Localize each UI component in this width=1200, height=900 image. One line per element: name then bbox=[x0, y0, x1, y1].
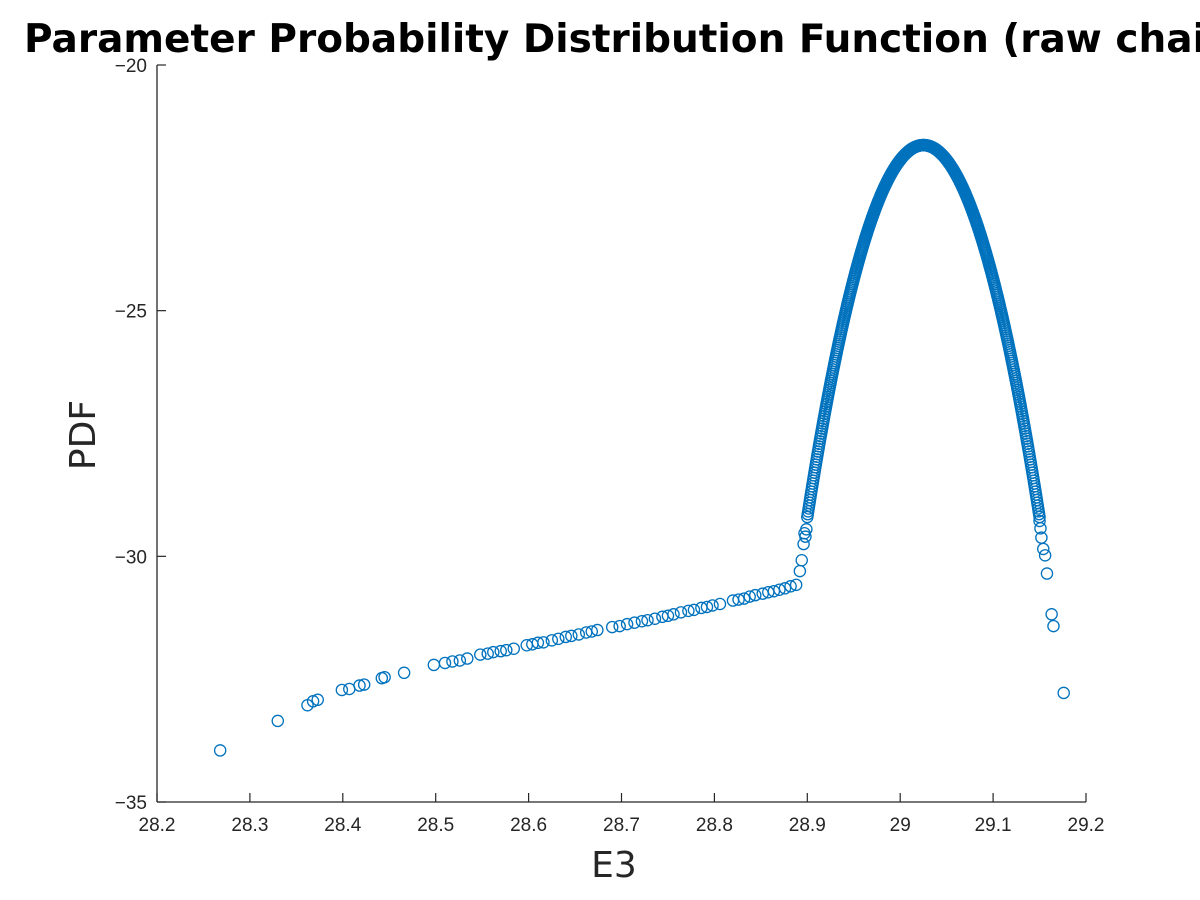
data-point bbox=[343, 682, 356, 696]
data-point bbox=[552, 632, 565, 646]
data-point bbox=[427, 658, 441, 672]
data-point bbox=[732, 593, 745, 606]
data-point bbox=[628, 616, 641, 629]
data-point bbox=[271, 714, 285, 728]
data-point bbox=[795, 554, 808, 567]
y-tick-label: −25 bbox=[115, 302, 147, 323]
y-tick-label: −30 bbox=[115, 547, 147, 568]
data-point bbox=[481, 647, 494, 660]
data-point bbox=[743, 590, 756, 603]
data-point bbox=[474, 648, 487, 661]
data-point bbox=[591, 623, 604, 637]
data-points bbox=[213, 138, 1070, 757]
data-point bbox=[778, 582, 792, 595]
data-point bbox=[565, 629, 578, 643]
data-point bbox=[749, 588, 762, 602]
x-tick-label: 29 bbox=[890, 815, 911, 836]
y-tick-label: −20 bbox=[115, 56, 147, 77]
data-point bbox=[500, 643, 513, 657]
data-point bbox=[674, 606, 688, 619]
x-tick-label: 28.5 bbox=[417, 815, 454, 836]
data-point bbox=[648, 612, 662, 625]
data-point bbox=[1047, 619, 1060, 633]
data-point bbox=[213, 744, 227, 757]
data-point bbox=[667, 608, 680, 621]
data-point bbox=[1057, 686, 1070, 700]
data-point bbox=[605, 620, 619, 634]
data-point bbox=[797, 537, 810, 551]
data-point bbox=[453, 654, 467, 667]
data-point bbox=[545, 634, 559, 647]
data-point bbox=[635, 614, 649, 628]
x-tick-label: 28.2 bbox=[139, 815, 176, 836]
data-point bbox=[1037, 542, 1050, 556]
y-tick-label: −35 bbox=[115, 793, 147, 814]
x-tick-label: 28.6 bbox=[510, 815, 547, 836]
data-point bbox=[311, 693, 324, 707]
x-axis-label: E3 bbox=[591, 845, 637, 886]
x-tick-label: 28.9 bbox=[789, 815, 826, 836]
data-point bbox=[438, 656, 452, 670]
x-tick-label: 28.8 bbox=[696, 815, 733, 836]
data-point bbox=[700, 600, 714, 614]
x-tick-label: 29.2 bbox=[1068, 815, 1105, 836]
data-point bbox=[353, 679, 366, 692]
data-point bbox=[613, 619, 626, 633]
axes: 28.2 28.3 28.4 28.5 28.6 28.7 28.8 28.9 29 29.1 29… bbox=[115, 56, 1105, 836]
data-point bbox=[737, 592, 751, 605]
data-point bbox=[706, 599, 719, 612]
data-point bbox=[1045, 608, 1058, 621]
x-tick-label: 28.7 bbox=[603, 815, 640, 836]
data-point bbox=[446, 655, 459, 668]
data-point bbox=[767, 584, 781, 598]
data-point bbox=[620, 617, 634, 631]
data-point bbox=[713, 597, 727, 611]
data-point bbox=[661, 609, 675, 623]
data-point bbox=[799, 530, 812, 543]
data-point bbox=[641, 613, 654, 627]
data-point bbox=[784, 580, 797, 593]
data-point bbox=[793, 564, 807, 578]
data-point bbox=[461, 652, 474, 665]
y-axis-label: PDF bbox=[63, 400, 104, 470]
data-point bbox=[1038, 549, 1052, 562]
chart-title: Parameter Probability Distribution Funct… bbox=[24, 17, 1200, 62]
data-point bbox=[789, 578, 803, 592]
data-point bbox=[687, 603, 701, 617]
data-point bbox=[773, 583, 786, 596]
data-point bbox=[507, 642, 520, 655]
data-point bbox=[800, 523, 813, 536]
data-point bbox=[397, 666, 411, 680]
data-point bbox=[378, 670, 391, 684]
x-tick-label: 28.3 bbox=[231, 815, 268, 836]
data-point bbox=[1034, 522, 1047, 535]
data-point bbox=[682, 604, 695, 618]
x-tick-label: 28.4 bbox=[324, 815, 361, 836]
data-point bbox=[335, 683, 349, 697]
data-point bbox=[559, 630, 573, 644]
data-point bbox=[537, 636, 550, 649]
data-point bbox=[357, 678, 371, 691]
x-tick-label: 29.1 bbox=[975, 815, 1012, 836]
data-point bbox=[494, 644, 507, 658]
data-point bbox=[1033, 514, 1046, 528]
data-point bbox=[531, 636, 545, 650]
data-point bbox=[487, 645, 500, 659]
data-point bbox=[572, 628, 586, 641]
data-point bbox=[585, 625, 599, 638]
data-point bbox=[1040, 567, 1054, 580]
